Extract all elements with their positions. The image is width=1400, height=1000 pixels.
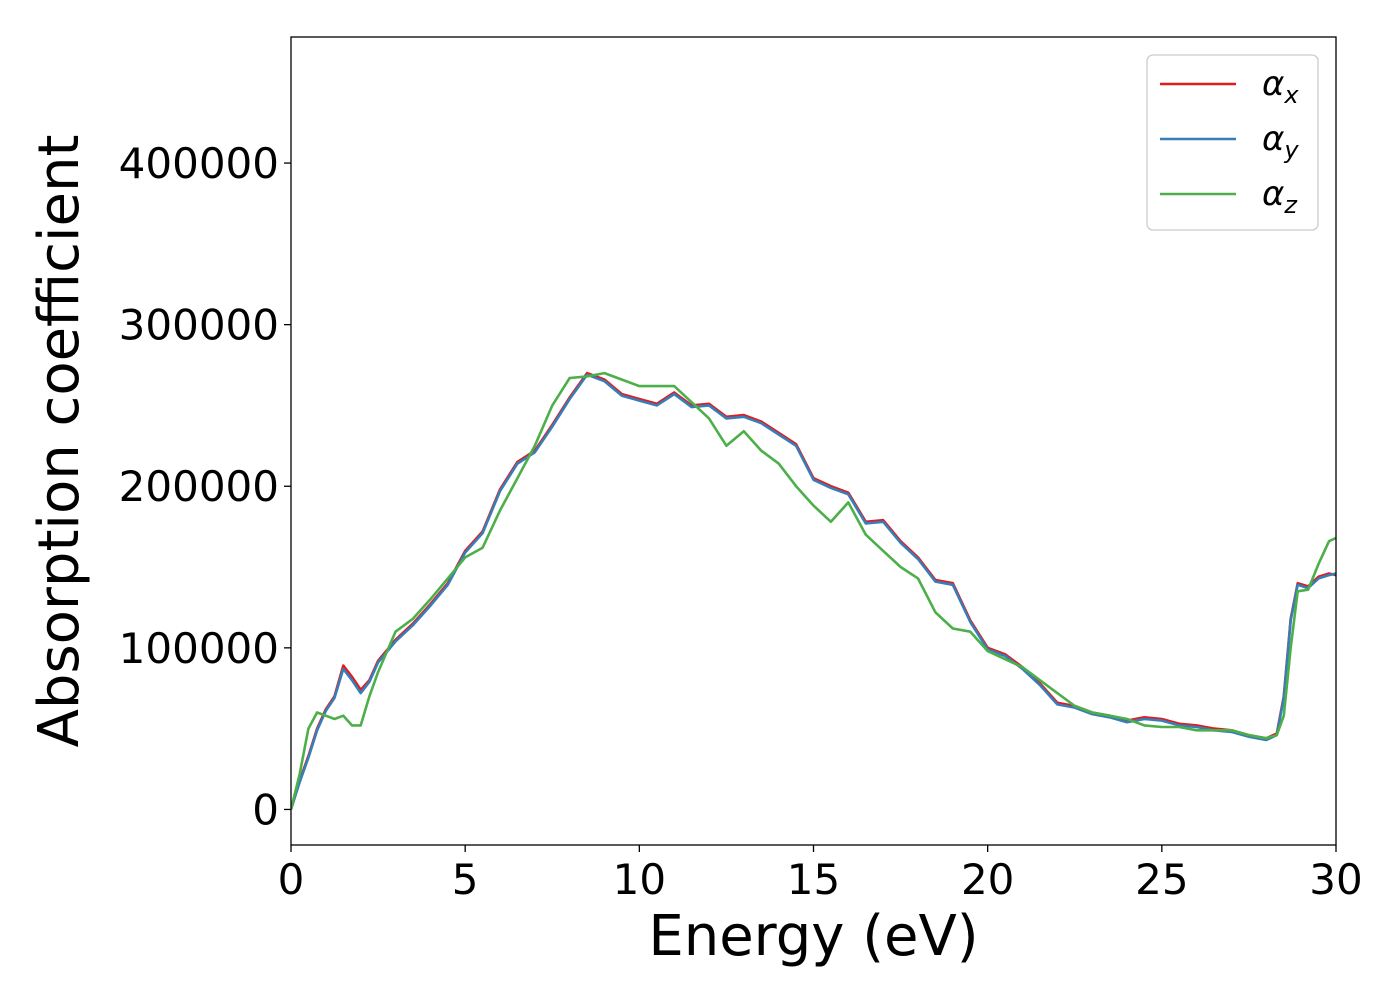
series-line-x [291,371,1336,810]
x-tick-label: 0 [278,855,305,904]
x-tick-label: 20 [961,855,1014,904]
y-tick-label: 100000 [119,624,279,673]
y-tick-label: 200000 [119,462,279,511]
x-tick-label: 10 [613,855,666,904]
x-tick-label: 15 [787,855,840,904]
y-tick-label: 0 [252,785,279,834]
series-line-y [291,373,1336,810]
legend-label-x: αx [1262,64,1299,109]
x-tick-label: 30 [1309,855,1362,904]
x-tick-label: 5 [452,855,479,904]
series-line-z [291,371,1336,810]
y-tick-label: 400000 [119,139,279,188]
legend: αx αy αz [1146,54,1319,231]
ticks-layer: 0 5 10 15 20 25 30 0 100000 200000 300000 400000 [119,139,1363,904]
series-layer [291,371,1336,810]
y-tick-label: 300000 [119,301,279,350]
x-axis-title: Energy (eV) [648,904,978,969]
legend-label-y: αy [1262,119,1299,164]
legend-label-z: αz [1262,174,1298,219]
y-axis-title: Absorption coefficient [27,135,92,748]
x-tick-label: 25 [1135,855,1188,904]
legend-box [1146,54,1319,231]
